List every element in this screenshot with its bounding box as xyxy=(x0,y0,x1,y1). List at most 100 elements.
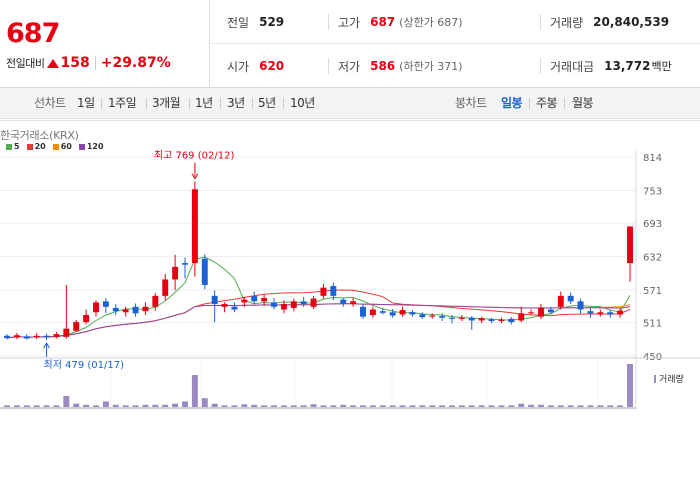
line-chart-label[interactable]: 선차트 xyxy=(34,96,66,110)
ma-line-20 xyxy=(6,289,631,339)
range-5y[interactable]: 5년 xyxy=(258,96,276,110)
volume-bar xyxy=(251,404,258,407)
upper-limit: (상한가 687) xyxy=(399,16,463,29)
volume-bar xyxy=(528,404,535,407)
volume-bar xyxy=(261,405,268,407)
y-tick-label: 693 xyxy=(643,219,662,230)
volume-bar xyxy=(439,405,446,407)
stat-volume: 거래량 20,840,539 xyxy=(550,0,669,44)
range-1w[interactable]: 1주일 xyxy=(108,96,137,110)
divider xyxy=(564,98,565,109)
candle-body xyxy=(33,335,40,338)
high-label: 고가 xyxy=(338,15,361,30)
volume-bar xyxy=(627,364,633,407)
volume-bar xyxy=(310,404,317,407)
ma-legend-label: 20 xyxy=(34,142,46,151)
candle-body xyxy=(439,316,446,318)
candle-body xyxy=(53,334,60,337)
volume-bar xyxy=(102,401,109,407)
candle-body xyxy=(409,312,416,315)
volume-bar xyxy=(330,405,337,407)
volume-bar xyxy=(508,405,515,407)
volume-bar xyxy=(53,405,60,407)
volume-bar xyxy=(419,405,426,407)
ma-legend-item: 120 xyxy=(78,142,104,151)
volume-bar xyxy=(538,404,544,407)
change-rate: +29.87% xyxy=(100,55,171,71)
ma-legend-item: 5 xyxy=(6,142,20,151)
range-3y[interactable]: 3년 xyxy=(227,96,245,110)
volume-bar xyxy=(191,375,198,407)
volume-legend-swatch xyxy=(654,375,656,383)
range-10y[interactable]: 10년 xyxy=(290,96,315,110)
low-label: 저가 xyxy=(338,59,361,74)
prev-close-value: 529 xyxy=(259,15,285,29)
candle-body xyxy=(191,189,198,264)
candle-body xyxy=(172,266,179,280)
candle-chart-label[interactable]: 봉차트 xyxy=(455,96,487,110)
candle-body xyxy=(201,258,208,285)
current-price: 687 xyxy=(6,18,60,49)
range-1y[interactable]: 1년 xyxy=(195,96,213,110)
candle-body xyxy=(211,295,218,305)
y-tick-label: 632 xyxy=(643,253,662,264)
candle-body xyxy=(379,311,386,313)
volume-bar xyxy=(162,404,169,407)
volume-bar xyxy=(73,403,80,407)
candle-body xyxy=(488,319,495,322)
candle-body xyxy=(102,301,109,307)
volume-bar xyxy=(112,404,119,407)
candle-body xyxy=(162,279,169,296)
candle-body xyxy=(557,295,564,307)
volume-label: 거래량 xyxy=(550,15,584,30)
trade-value-unit: 백만 xyxy=(651,60,672,73)
ma-line-60 xyxy=(6,303,631,339)
volume-bar xyxy=(518,403,525,407)
volume-bar xyxy=(429,405,436,407)
candle-body xyxy=(577,301,584,310)
period-daily[interactable]: 일봉 xyxy=(501,96,523,110)
volume-bar xyxy=(449,405,455,407)
period-monthly[interactable]: 월봉 xyxy=(572,96,594,110)
candle-body xyxy=(310,298,317,307)
candle-body xyxy=(23,336,30,339)
stat-trade-value: 거래대금 13,772 백만 xyxy=(550,44,672,88)
volume-bar xyxy=(567,405,574,407)
candle-body xyxy=(360,306,366,317)
volume-bar xyxy=(478,405,485,407)
price-change-line: 전일대비 158 +29.87% xyxy=(6,54,171,72)
moving-average-legend: 5 20 60 120 xyxy=(6,141,111,152)
change-divider xyxy=(94,56,96,70)
divider xyxy=(529,98,530,109)
volume-bar xyxy=(122,405,129,407)
candle-body xyxy=(567,295,574,302)
divider xyxy=(101,98,102,109)
volume-bar xyxy=(389,405,396,407)
volume-bar xyxy=(201,398,208,407)
volume-bar xyxy=(369,405,376,407)
volume-bar xyxy=(587,405,594,407)
ma-legend-label: 60 xyxy=(60,142,72,151)
volume-bar xyxy=(132,405,139,407)
low-value: 586 xyxy=(370,59,396,73)
candle-body xyxy=(340,299,347,304)
volume-bar xyxy=(458,405,465,407)
open-label: 시가 xyxy=(227,59,250,74)
stats-row-1: 전일 529 고가 687 (상한가 687) 거래량 20,840,539 xyxy=(211,0,700,44)
range-1d[interactable]: 1일 xyxy=(77,96,95,110)
candle-body xyxy=(83,314,90,323)
low-annotation: 최저 479 (01/17) xyxy=(44,359,125,371)
divider xyxy=(328,14,329,30)
divider xyxy=(540,14,541,30)
ma-legend-label: 5 xyxy=(14,142,20,151)
candle-body xyxy=(112,307,119,312)
candle-body xyxy=(369,309,376,315)
period-weekly[interactable]: 주봉 xyxy=(536,96,558,110)
range-3m[interactable]: 3개월 xyxy=(152,96,181,110)
y-tick-label: 814 xyxy=(643,153,662,164)
volume-bar xyxy=(4,405,10,407)
volume-bar xyxy=(172,403,179,407)
candle-body xyxy=(320,287,327,296)
price-summary: 687 전일대비 158 +29.87% xyxy=(0,0,210,88)
